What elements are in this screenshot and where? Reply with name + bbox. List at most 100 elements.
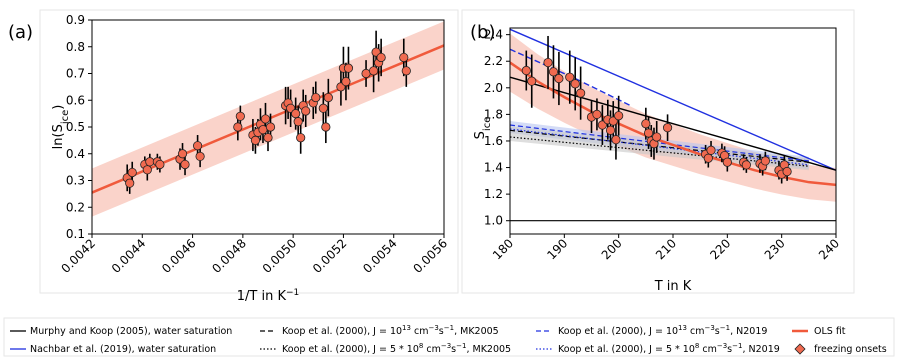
legend-item-koop-n-5e8: Koop et al. (2000), J = 5 * 108 cm−3s−1,…	[536, 342, 780, 355]
legend-item-koop-mk-13: Koop et al. (2000), J = 1013 cm−3s−1, MK…	[260, 324, 499, 337]
data-point	[301, 106, 311, 116]
data-point	[127, 167, 137, 178]
data-point	[180, 159, 190, 170]
data-point	[291, 109, 301, 119]
data-point	[250, 135, 261, 145]
data-point	[361, 68, 371, 79]
data-point	[368, 66, 379, 76]
data-point	[193, 141, 203, 151]
data-point	[233, 122, 243, 132]
data-point	[703, 153, 713, 163]
y-tick-label: 1.4	[484, 161, 503, 175]
panel-b-x-label: T in K	[654, 279, 692, 294]
legend-item-nachbar: Nachbar et al. (2019), water saturation	[10, 344, 216, 355]
data-point	[614, 111, 624, 121]
legend-label-nachbar: Nachbar et al. (2019), water saturation	[30, 344, 216, 355]
data-point	[722, 157, 732, 167]
data-point	[706, 145, 716, 155]
data-point	[323, 92, 333, 103]
nachbar-line	[509, 28, 837, 171]
data-point	[155, 159, 165, 170]
legend-item-koop-mk-5e8: Koop et al. (2000), J = 5 * 108 cm−3s−1,…	[260, 342, 511, 355]
data-point	[643, 128, 654, 138]
koop-n-13-lower-line	[509, 124, 809, 162]
data-point	[608, 116, 618, 126]
data-point	[311, 92, 321, 103]
data-point	[341, 76, 351, 87]
data-point	[263, 133, 273, 143]
data-point	[592, 109, 602, 119]
data-point	[235, 111, 245, 121]
data-point	[177, 149, 188, 159]
data-point	[605, 125, 616, 135]
data-point	[554, 73, 564, 84]
murphy-line	[509, 76, 837, 171]
data-point	[343, 63, 354, 73]
panel-b-label: (b)	[470, 22, 495, 43]
y-tick-label: 1.0	[484, 214, 503, 228]
y-tick-label: 0.1	[66, 227, 85, 241]
legend-label-koop-mk-13: Koop et al. (2000), J = 1013 cm−3s−1, MK…	[282, 324, 499, 337]
panel-b: (b) 1.01.21.41.61.82.02.22.4 180 190 200 21…	[461, 9, 855, 294]
panel-b-y-label: Sice	[473, 117, 493, 140]
legend-label-koop-mk-5e8: Koop et al. (2000), J = 5 * 108 cm−3s−1,…	[282, 342, 511, 355]
legend-item-murphy: Murphy and Koop (2005), water saturation	[10, 326, 232, 337]
y-tick-label: 2.0	[484, 81, 503, 95]
legend-label-ols: OLS fit	[814, 326, 846, 337]
panel-a-points	[122, 30, 411, 194]
data-point	[195, 151, 205, 162]
data-point	[399, 52, 409, 63]
y-tick-label: 1.8	[484, 107, 503, 121]
y-tick-label: 0.9	[66, 13, 85, 27]
y-tick-label: 0.5	[66, 120, 85, 134]
data-point	[142, 165, 152, 175]
data-point	[565, 72, 575, 82]
data-point	[527, 76, 537, 86]
y-tick-label: 0.2	[66, 200, 85, 214]
y-tick-label: 1.2	[484, 187, 503, 201]
data-point	[125, 178, 135, 188]
data-point	[652, 132, 662, 142]
data-point	[741, 160, 751, 170]
data-point	[258, 125, 268, 135]
legend: Murphy and Koop (2005), water saturation…	[3, 317, 895, 357]
legend-item-freezing: freezing onsets	[794, 343, 887, 355]
y-tick-label: 1.6	[484, 134, 503, 148]
y-tick-label: 0.4	[66, 147, 85, 161]
data-point	[641, 119, 651, 129]
data-point	[376, 52, 386, 63]
panel-a-x-label: 1/T in K−1	[237, 288, 300, 304]
data-point	[321, 122, 331, 132]
panel-a-label: (a)	[8, 22, 33, 43]
data-point	[265, 122, 276, 132]
data-point	[543, 57, 553, 68]
koop-mk-13-line	[509, 129, 809, 163]
y-tick-label: 0.6	[66, 93, 85, 107]
legend-swatch-freezing-marker	[794, 343, 806, 355]
legend-label-koop-n-13: Koop et al. (2000), J = 1013 cm−3s−1, N2…	[558, 324, 767, 337]
data-point	[570, 79, 580, 89]
y-tick-label: 2.4	[484, 28, 503, 42]
legend-label-murphy: Murphy and Koop (2005), water saturation	[30, 326, 232, 337]
koop-mk-5e8-line	[509, 136, 809, 167]
panel-b-points	[521, 35, 792, 184]
data-point	[260, 114, 271, 124]
legend-item-ols: OLS fit	[792, 326, 846, 337]
y-tick-label: 2.2	[484, 54, 503, 68]
panel-a-y-ticks: 0.1 0.2 0.3 0.4 0.5 0.6 0.7 0.8 0.9	[66, 13, 92, 241]
data-point	[318, 103, 328, 113]
y-tick-label: 0.7	[66, 67, 85, 81]
koop-n-5e8-line	[509, 128, 809, 166]
panel-a: (a) 0.10.20.30.40.50.60.70.80.9 0.0042 0.…	[8, 9, 459, 304]
legend-label-freezing: freezing onsets	[814, 344, 887, 355]
panel-b-y-ticks: 1.0 1.2 1.4 1.6 1.8 2.0 2.2 2.4	[484, 28, 510, 228]
legend-frame	[3, 317, 895, 357]
data-point	[145, 157, 155, 167]
data-point	[782, 166, 792, 177]
data-point	[662, 123, 673, 133]
legend-label-koop-n-5e8: Koop et al. (2000), J = 5 * 108 cm−3s−1,…	[558, 342, 780, 355]
data-point	[611, 135, 621, 145]
data-point	[293, 117, 303, 127]
data-point	[401, 66, 411, 76]
